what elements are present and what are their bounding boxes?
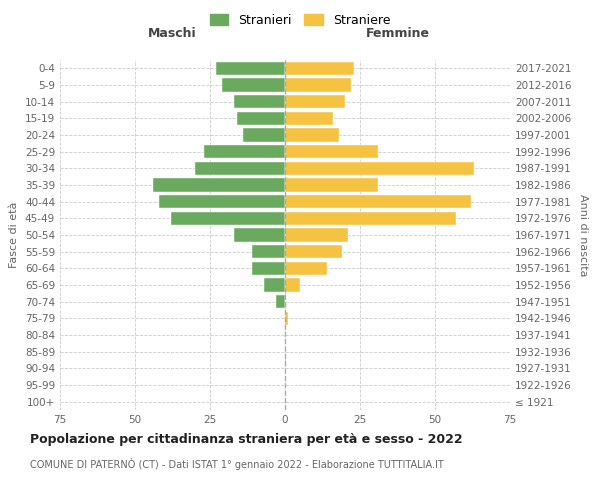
- Text: COMUNE DI PATERNÒ (CT) - Dati ISTAT 1° gennaio 2022 - Elaborazione TUTTITALIA.IT: COMUNE DI PATERNÒ (CT) - Dati ISTAT 1° g…: [30, 458, 444, 469]
- Bar: [252, 262, 285, 275]
- Bar: [285, 128, 339, 141]
- Bar: [285, 228, 348, 241]
- Bar: [285, 112, 333, 125]
- Bar: [285, 245, 342, 258]
- Bar: [285, 95, 345, 108]
- Bar: [285, 178, 378, 192]
- Bar: [234, 228, 285, 241]
- Bar: [195, 162, 285, 175]
- Bar: [285, 78, 351, 92]
- Legend: Stranieri, Straniere: Stranieri, Straniere: [205, 8, 395, 32]
- Bar: [222, 78, 285, 92]
- Bar: [153, 178, 285, 192]
- Bar: [252, 245, 285, 258]
- Text: Maschi: Maschi: [148, 27, 197, 40]
- Bar: [264, 278, 285, 291]
- Y-axis label: Anni di nascita: Anni di nascita: [578, 194, 588, 276]
- Bar: [234, 95, 285, 108]
- Bar: [285, 62, 354, 75]
- Bar: [285, 312, 288, 325]
- Bar: [285, 278, 300, 291]
- Bar: [285, 195, 471, 208]
- Text: Femmine: Femmine: [365, 27, 430, 40]
- Bar: [285, 262, 327, 275]
- Bar: [204, 145, 285, 158]
- Bar: [171, 212, 285, 225]
- Bar: [276, 295, 285, 308]
- Text: Popolazione per cittadinanza straniera per età e sesso - 2022: Popolazione per cittadinanza straniera p…: [30, 432, 463, 446]
- Y-axis label: Fasce di età: Fasce di età: [10, 202, 19, 268]
- Bar: [216, 62, 285, 75]
- Bar: [159, 195, 285, 208]
- Bar: [237, 112, 285, 125]
- Bar: [285, 145, 378, 158]
- Bar: [243, 128, 285, 141]
- Bar: [285, 212, 456, 225]
- Bar: [285, 162, 474, 175]
